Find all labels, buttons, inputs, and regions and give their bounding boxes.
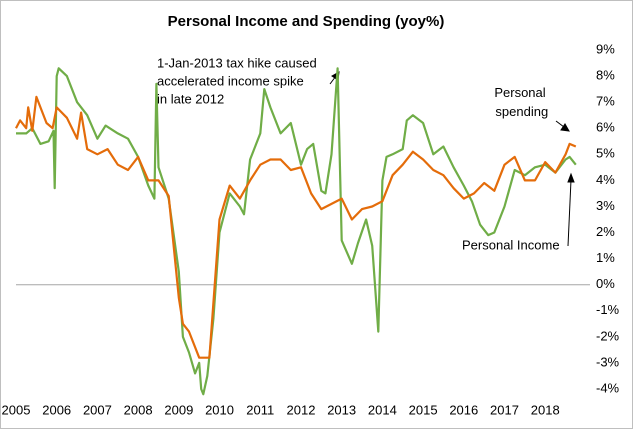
- x-tick-label: 2014: [368, 402, 397, 417]
- y-tick-label: 0%: [596, 276, 615, 291]
- y-tick-label: 3%: [596, 198, 615, 213]
- y-tick-label: 8%: [596, 68, 615, 83]
- y-tick-label: -2%: [596, 328, 620, 343]
- legend-label: Personal spending: [492, 85, 548, 119]
- x-tick-label: 2005: [2, 402, 31, 417]
- legend-label-line: Personal: [494, 85, 545, 100]
- x-tick-label: 2012: [287, 402, 316, 417]
- chart-title: Personal Income and Spending (yoy%): [168, 13, 445, 30]
- arrow-head: [560, 123, 570, 132]
- series-line: [15, 95, 577, 359]
- legend-label: Personal Income: [462, 237, 560, 252]
- x-tick-label: 2007: [83, 402, 112, 417]
- annotation: accelerated income spike: [157, 73, 304, 88]
- y-tick-label: 1%: [596, 250, 615, 265]
- x-tick-label: 2013: [327, 402, 356, 417]
- annotation: 1-Jan-2013 tax hike caused: [157, 55, 317, 70]
- y-tick-label: -3%: [596, 354, 620, 369]
- y-tick-label: 7%: [596, 94, 615, 109]
- x-tick-label: 2011: [246, 402, 274, 417]
- x-tick-label: 2008: [124, 402, 153, 417]
- y-tick-label: 5%: [596, 146, 615, 161]
- x-tick-label: 2017: [490, 402, 519, 417]
- x-tick-label: 2006: [42, 402, 71, 417]
- y-tick-label: -4%: [596, 380, 620, 395]
- y-tick-label: 9%: [596, 41, 615, 56]
- series-line: [16, 67, 577, 396]
- x-tick-label: 2016: [449, 402, 478, 417]
- y-tick-label: 2%: [596, 224, 615, 239]
- legend-label-line: spending: [492, 104, 548, 119]
- arrow-head: [567, 172, 575, 183]
- y-tick-label: 4%: [596, 172, 615, 187]
- annotation: in late 2012: [157, 91, 224, 106]
- x-tick-label: 2015: [409, 402, 438, 417]
- x-tick-label: 2009: [164, 402, 193, 417]
- arrow: [555, 120, 565, 128]
- arrow: [567, 179, 572, 247]
- y-tick-label: 6%: [596, 120, 615, 135]
- x-tick-label: 2018: [531, 402, 560, 417]
- x-tick-label: 2010: [205, 402, 234, 417]
- y-tick-label: -1%: [596, 302, 620, 317]
